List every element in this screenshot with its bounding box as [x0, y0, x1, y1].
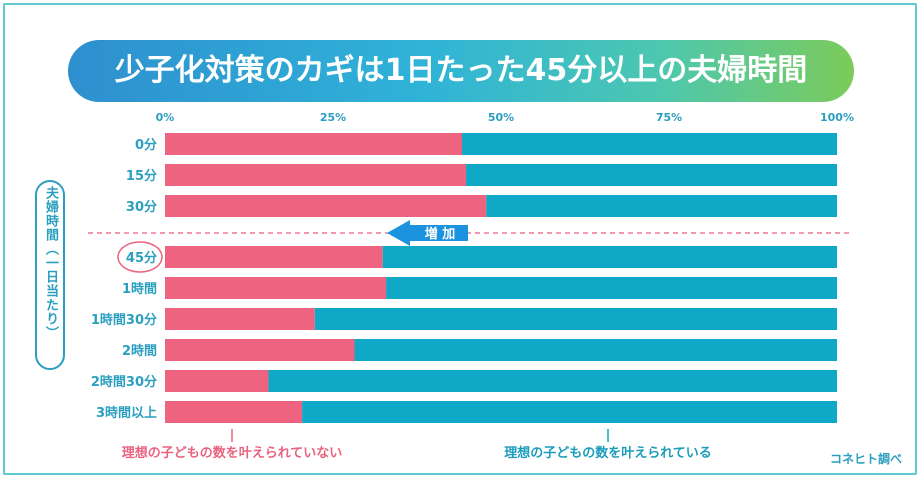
- source-label: コネヒト調べ: [830, 451, 902, 466]
- x-tick-label: 100%: [820, 111, 854, 124]
- y-axis-label-pill: [35, 180, 65, 370]
- bar-fulfilled: [462, 133, 837, 155]
- category-label: 1時間: [122, 281, 157, 297]
- category-label: 0分: [135, 137, 157, 153]
- bar-not-fulfilled: [165, 195, 487, 217]
- category-label: 45分: [126, 250, 157, 266]
- outer-frame: [3, 3, 917, 475]
- x-tick-label: 50%: [488, 111, 514, 124]
- bar-fulfilled: [268, 370, 837, 392]
- bar-fulfilled: [302, 401, 837, 423]
- category-label: 1時間30分: [91, 312, 157, 328]
- x-tick-label: 25%: [320, 111, 346, 124]
- legend-not-fulfilled: 理想の子どもの数を叶えられていない: [122, 445, 343, 461]
- bar-not-fulfilled: [165, 164, 467, 186]
- category-label: 3時間以上: [96, 405, 157, 421]
- bar-not-fulfilled: [165, 133, 463, 155]
- bar-fulfilled: [314, 308, 838, 330]
- title-banner: [68, 40, 854, 102]
- x-tick-label: 0%: [156, 111, 175, 124]
- y-axis-label: 夫婦時間（一日当たり）: [43, 186, 58, 340]
- bar-fulfilled: [486, 195, 837, 217]
- bar-not-fulfilled: [165, 277, 387, 299]
- bar-fulfilled: [354, 339, 837, 361]
- bar-not-fulfilled: [165, 339, 355, 361]
- bar-not-fulfilled: [165, 370, 269, 392]
- increase-arrow-label: 増 加: [425, 226, 456, 242]
- legend-fulfilled: 理想の子どもの数を叶えられている: [504, 445, 712, 461]
- bar-fulfilled: [466, 164, 837, 186]
- x-tick-label: 75%: [656, 111, 682, 124]
- chart-title: 少子化対策のカギは1日たった45分以上の夫婦時間: [114, 53, 808, 88]
- bar-not-fulfilled: [165, 246, 383, 268]
- bar-not-fulfilled: [165, 308, 315, 330]
- category-label: 30分: [126, 199, 157, 215]
- highlight-circle: [117, 241, 163, 273]
- category-label: 2時間: [122, 343, 157, 359]
- bar-not-fulfilled: [165, 401, 303, 423]
- category-label: 15分: [126, 168, 157, 184]
- category-label: 2時間30分: [91, 374, 157, 390]
- increase-arrow-icon: [387, 220, 468, 246]
- bar-fulfilled: [382, 246, 837, 268]
- bar-fulfilled: [386, 277, 837, 299]
